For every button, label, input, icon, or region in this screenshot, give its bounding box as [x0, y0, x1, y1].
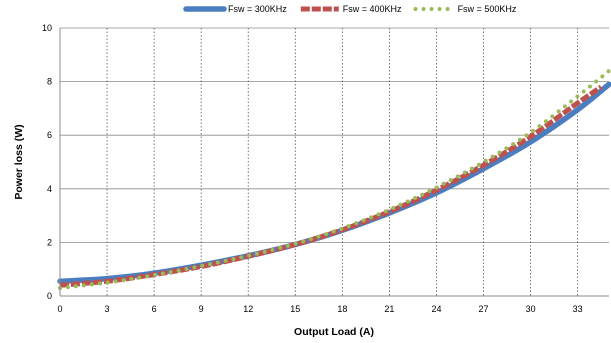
- x-tick-label-33: 33: [573, 304, 583, 314]
- y-tick-label-4: 4: [47, 184, 52, 194]
- x-tick-label-6: 6: [152, 304, 157, 314]
- legend-label-2: Fsw = 400KHz: [343, 4, 402, 14]
- legend: Fsw = 300KHz Fsw = 400KHz Fsw = 500KHz: [183, 4, 517, 14]
- y-tick-label-10: 10: [42, 23, 52, 33]
- y-tick-label-6: 6: [47, 130, 52, 140]
- x-axis-title: Output Load (A): [294, 326, 374, 338]
- x-tick-label-12: 12: [243, 304, 253, 314]
- x-tick-label-3: 3: [105, 304, 110, 314]
- x-tick-label-15: 15: [290, 304, 300, 314]
- legend-label-3: Fsw = 500KHz: [458, 4, 517, 14]
- x-tick-label-18: 18: [337, 304, 347, 314]
- series-layer: [57, 68, 611, 290]
- grid-layer: [60, 27, 609, 296]
- y-tick-label-8: 8: [47, 77, 52, 87]
- y-tick-label-0: 0: [47, 291, 52, 301]
- legend-label-1: Fsw = 300KHz: [228, 4, 287, 14]
- y-axis-title: Power loss (W): [13, 124, 25, 199]
- plot-area: [60, 28, 609, 296]
- y-tick-label-2: 2: [47, 237, 52, 247]
- x-tick-label-21: 21: [384, 304, 394, 314]
- series-line-3: [58, 68, 611, 290]
- x-tick-label-24: 24: [431, 304, 441, 314]
- x-tick-label-30: 30: [526, 304, 536, 314]
- x-tick-label-27: 27: [479, 304, 489, 314]
- x-tick-label-0: 0: [57, 304, 62, 314]
- x-tick-label-9: 9: [199, 304, 204, 314]
